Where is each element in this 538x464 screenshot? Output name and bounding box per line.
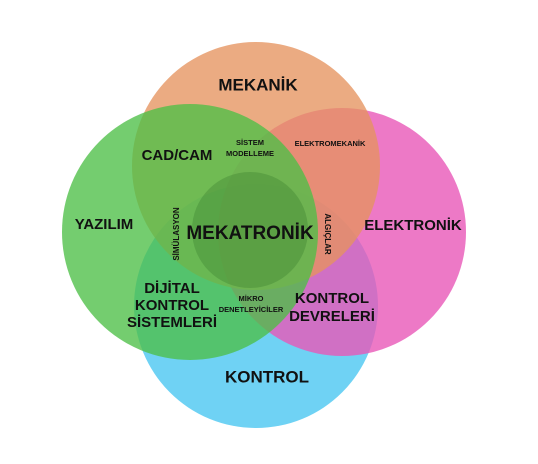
label-sistem-modelleme-1: SİSTEM bbox=[236, 138, 264, 147]
label-dijital-3: SİSTEMLERİ bbox=[127, 314, 217, 331]
label-elektronik: ELEKTRONİK bbox=[364, 217, 462, 234]
label-mikro-2: DENETLEYİCİLER bbox=[219, 305, 284, 314]
label-mikro-1: MİKRO bbox=[239, 294, 264, 303]
label-elektromekanik: ELEKTROMEKANİK bbox=[295, 139, 366, 148]
circle-mekatronik-core bbox=[192, 172, 308, 288]
label-simulasyon: SİMÜLASYON bbox=[172, 207, 181, 261]
label-dijital-2: KONTROL bbox=[135, 297, 209, 314]
label-mekatronik: MEKATRONİK bbox=[186, 223, 314, 244]
label-cad-cam: CAD/CAM bbox=[142, 147, 213, 164]
label-algiclar: ALGIÇLAR bbox=[323, 213, 332, 255]
label-yazilim: YAZILIM bbox=[75, 216, 134, 233]
label-sistem-modelleme-2: MODELLEME bbox=[226, 149, 274, 158]
label-kontrol: KONTROL bbox=[225, 367, 309, 386]
label-mekanik: MEKANİK bbox=[218, 75, 298, 94]
label-kontrol-devreleri-1: KONTROL bbox=[295, 290, 369, 307]
label-kontrol-devreleri-2: DEVRELERİ bbox=[289, 308, 375, 325]
label-dijital-1: DİJİTAL bbox=[144, 280, 200, 297]
circle-yazilim bbox=[62, 104, 318, 360]
